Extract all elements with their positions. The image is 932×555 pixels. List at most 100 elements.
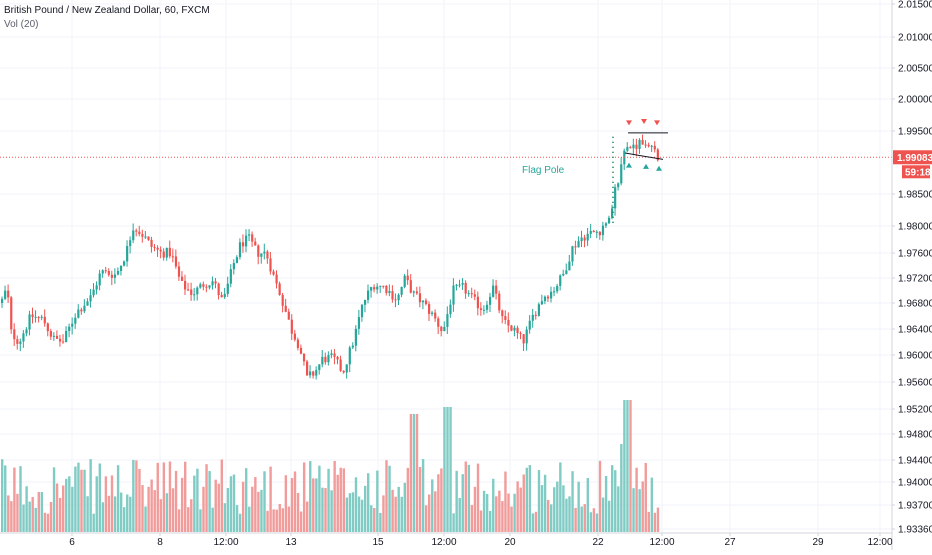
candle-body bbox=[65, 330, 68, 343]
candle-body bbox=[25, 329, 28, 334]
candle-body bbox=[336, 356, 339, 360]
volume-bar bbox=[299, 511, 303, 532]
symbol-title: British Pound / New Zealand Dollar, 60, … bbox=[4, 5, 210, 16]
price-axis[interactable]: 2.01500 2.01000 2.00500 2.00000 1.99500 1.985… bbox=[891, 0, 932, 550]
candle-body bbox=[269, 258, 272, 272]
time-tick-label: 8 bbox=[157, 537, 163, 548]
volume-bar bbox=[653, 512, 657, 532]
volume-bar bbox=[205, 464, 208, 532]
volume-bar bbox=[272, 509, 275, 532]
volume-bar bbox=[424, 505, 428, 532]
candle-body bbox=[199, 284, 202, 288]
price-tick-label: 1.96800 bbox=[898, 299, 932, 310]
time-tick-label: 27 bbox=[724, 537, 736, 548]
volume-bar bbox=[418, 467, 422, 532]
candle-body bbox=[354, 328, 357, 346]
volume-bar bbox=[68, 476, 71, 532]
price-tick-label: 1.94400 bbox=[898, 456, 932, 467]
volume-bar bbox=[546, 499, 550, 532]
candle-body bbox=[571, 246, 574, 262]
candle-body bbox=[403, 275, 406, 287]
volume-bar bbox=[275, 509, 278, 532]
candle-body bbox=[461, 282, 464, 285]
price-tick-label: 1.94000 bbox=[898, 478, 932, 489]
candle-body bbox=[644, 144, 647, 146]
volume-bar bbox=[360, 499, 364, 532]
candle-body bbox=[455, 284, 458, 286]
volume-bar bbox=[254, 477, 257, 532]
candle-body bbox=[376, 286, 379, 290]
candle-body bbox=[580, 237, 583, 242]
candle-body bbox=[55, 335, 59, 339]
volume-bar bbox=[86, 496, 89, 532]
volume-bar bbox=[89, 459, 92, 532]
candle-body bbox=[214, 281, 217, 284]
candle-body bbox=[147, 236, 150, 240]
candle-body bbox=[473, 294, 476, 297]
candle-body bbox=[363, 299, 367, 305]
volume-bar bbox=[43, 512, 47, 532]
candle-body bbox=[119, 265, 123, 271]
candle-body bbox=[647, 144, 650, 147]
volume-bar bbox=[55, 483, 59, 532]
time-tick-label: 6 bbox=[69, 537, 75, 548]
candle-body bbox=[284, 305, 287, 312]
volume-bar bbox=[101, 502, 105, 532]
candle-body bbox=[360, 304, 364, 318]
candle-body bbox=[565, 270, 568, 274]
candle-body bbox=[443, 326, 446, 332]
candle-body bbox=[266, 251, 269, 259]
candle-body bbox=[13, 329, 16, 340]
candle-body bbox=[528, 320, 531, 330]
volume-bar bbox=[492, 478, 495, 532]
volume-bar bbox=[232, 474, 236, 532]
candle-body bbox=[129, 240, 132, 247]
candle-body bbox=[498, 293, 501, 311]
candle-body bbox=[4, 290, 7, 299]
volume-bar bbox=[412, 414, 416, 532]
volume-bar bbox=[147, 486, 150, 532]
volume-bar bbox=[278, 504, 281, 532]
candle-body bbox=[479, 308, 483, 310]
volume-bar bbox=[464, 461, 467, 532]
volume-bar bbox=[16, 493, 19, 532]
price-tick-label: 1.97600 bbox=[898, 249, 932, 260]
candle-body bbox=[92, 289, 95, 296]
volume-bar bbox=[19, 466, 22, 532]
price-tick-label: 2.00500 bbox=[898, 64, 932, 75]
volume-bar bbox=[138, 468, 141, 532]
candle-body bbox=[431, 312, 434, 314]
volume-bar bbox=[113, 496, 117, 532]
candle-body bbox=[492, 285, 495, 297]
volume-bar bbox=[470, 505, 474, 532]
candle-body bbox=[1, 298, 4, 303]
volume-bar bbox=[638, 489, 641, 532]
candle-body bbox=[516, 327, 519, 334]
candle-body bbox=[187, 289, 190, 291]
candle-body bbox=[406, 275, 409, 281]
candle-body bbox=[522, 334, 525, 344]
volume-bar bbox=[482, 490, 486, 532]
candle-body bbox=[421, 300, 425, 303]
volume-bar bbox=[519, 487, 522, 532]
volume-bar bbox=[510, 506, 513, 532]
volume-bar bbox=[187, 507, 190, 532]
volume-bar bbox=[473, 486, 477, 532]
volume-bar bbox=[428, 494, 431, 532]
volume-bar bbox=[293, 471, 297, 532]
candle-body bbox=[351, 345, 354, 348]
volume-bar bbox=[385, 460, 388, 532]
volume-bar bbox=[83, 469, 86, 532]
candle-body bbox=[446, 314, 449, 327]
time-axis[interactable]: 6 8 12:00 13 15 12:00 20 22 12:00 27 29 12:00 bbox=[0, 532, 893, 548]
candle-body bbox=[123, 261, 126, 266]
volume-bar bbox=[77, 462, 80, 532]
candle-body bbox=[370, 287, 373, 291]
volume-bar bbox=[245, 468, 248, 532]
candle-body bbox=[501, 310, 504, 317]
volume-bar bbox=[345, 497, 349, 532]
volume-bar bbox=[284, 475, 288, 532]
volume-bar bbox=[507, 493, 510, 532]
